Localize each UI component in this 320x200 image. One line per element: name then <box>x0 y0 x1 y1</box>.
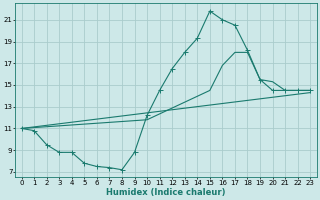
X-axis label: Humidex (Indice chaleur): Humidex (Indice chaleur) <box>106 188 226 197</box>
